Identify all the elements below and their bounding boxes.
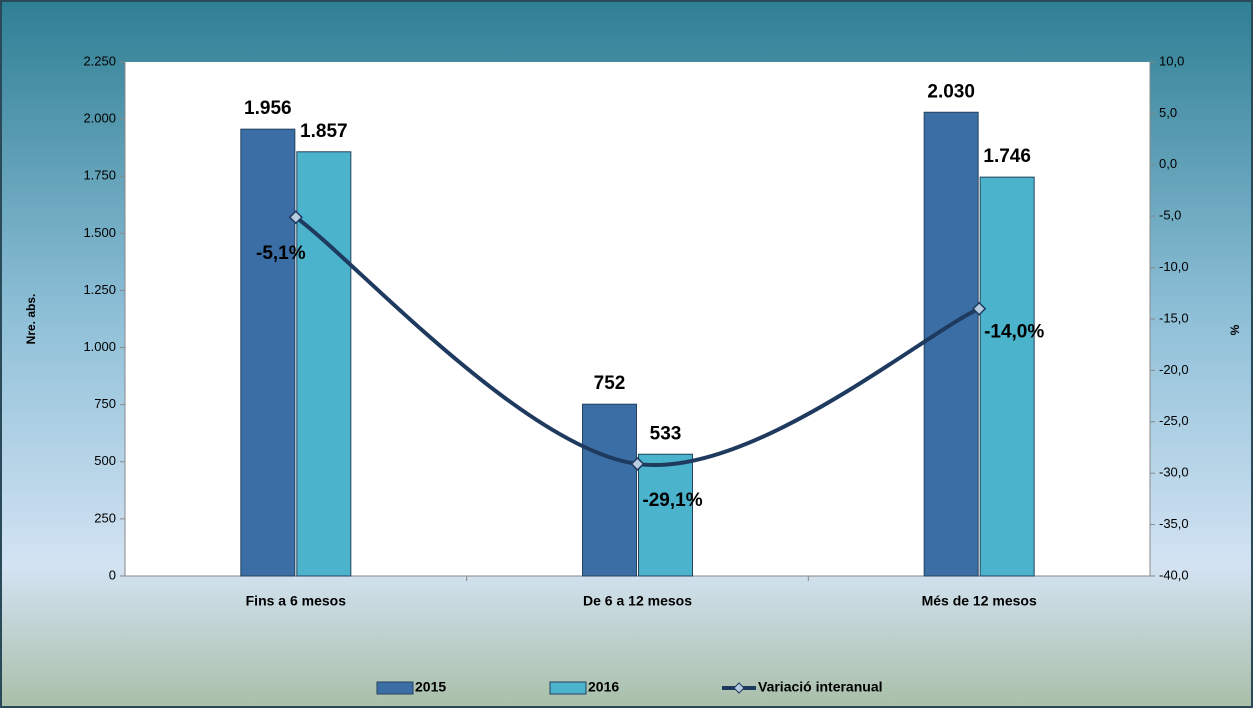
marker <box>288 210 303 225</box>
data-label: 1.857 <box>300 121 348 142</box>
y-tick-label: 1.250 <box>83 282 116 297</box>
bar <box>240 128 296 577</box>
y2-tick-label: -25,0 <box>1159 413 1189 428</box>
y-axis-title: Nre. abs. <box>24 294 38 345</box>
y2-tick-label: -10,0 <box>1159 259 1189 274</box>
marker <box>972 301 987 316</box>
data-label: 1.956 <box>244 98 292 119</box>
y-tick-label: 2.000 <box>83 111 116 126</box>
legend-label: Variació interanual <box>758 679 883 695</box>
plot-area <box>125 62 1150 576</box>
bar <box>582 403 637 577</box>
data-label: -5,1% <box>256 243 306 264</box>
bar <box>979 176 1035 577</box>
y-tick-label: 750 <box>94 396 116 411</box>
y2-tick-label: -5,0 <box>1159 208 1181 223</box>
y-tick-label: 0 <box>109 567 116 582</box>
data-label: 2.030 <box>927 81 975 102</box>
y-tick-label: 250 <box>94 510 116 525</box>
x-tick-label: Fins a 6 mesos <box>246 593 347 609</box>
marker <box>630 456 645 472</box>
x-tick-label: Més de 12 mesos <box>922 593 1037 609</box>
y2-tick-label: 10,0 <box>1159 53 1184 68</box>
legend-swatch <box>376 681 414 695</box>
y2-tick-label: -40,0 <box>1159 567 1189 582</box>
y-tick-label: 1.000 <box>83 339 116 354</box>
data-label: 752 <box>594 373 626 394</box>
y2-tick-label: -20,0 <box>1159 362 1189 377</box>
y2-tick-label: -15,0 <box>1159 310 1189 325</box>
x-tick-label: De 6 a 12 mesos <box>583 593 692 609</box>
y2-tick-label: -35,0 <box>1159 516 1189 531</box>
y-tick-label: 1.500 <box>83 225 116 240</box>
data-label: -14,0% <box>984 322 1044 343</box>
legend-swatch <box>549 681 587 695</box>
data-label: 533 <box>650 423 682 444</box>
data-label: -29,1% <box>642 490 702 511</box>
legend-marker <box>733 682 745 694</box>
y2-tick-label: -30,0 <box>1159 465 1189 480</box>
y-tick-label: 2.250 <box>83 53 116 68</box>
y2-axis-title: % <box>1228 324 1242 335</box>
y-tick-label: 1.750 <box>83 168 116 183</box>
y2-tick-label: 5,0 <box>1159 105 1177 120</box>
bar <box>923 111 979 577</box>
bar <box>296 151 352 577</box>
legend-label: 2016 <box>588 679 619 695</box>
legend-label: 2015 <box>415 679 446 695</box>
y-tick-label: 500 <box>94 453 116 468</box>
y2-tick-label: 0,0 <box>1159 156 1177 171</box>
data-label: 1.746 <box>983 146 1031 167</box>
bar <box>638 453 693 577</box>
